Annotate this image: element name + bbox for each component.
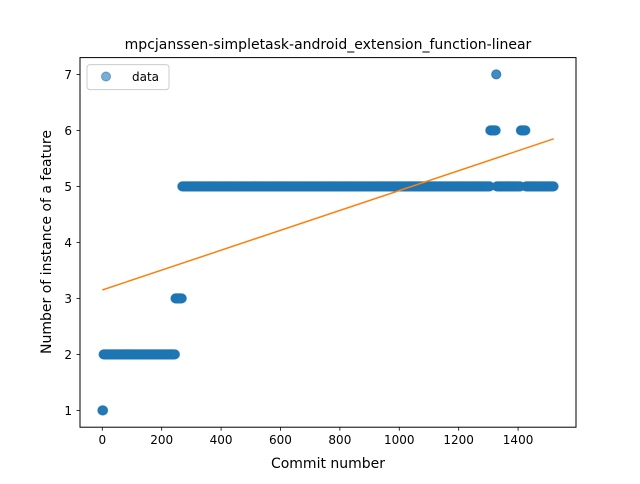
data-point [548,181,559,192]
x-tick-label: 800 [328,433,351,447]
fit-line-layer [102,138,554,291]
legend-marker-data [101,71,111,82]
y-tick-label: 1 [64,404,72,418]
y-tick-label: 7 [64,68,72,82]
legend: data [86,64,170,91]
y-tick-label: 6 [64,124,72,138]
data-point [170,349,181,360]
y-tick-label: 2 [64,348,72,362]
x-tick-label: 400 [210,433,233,447]
x-tick-label: 600 [269,433,292,447]
y-tick-label: 4 [64,236,72,250]
y-tick-label: 3 [64,292,72,306]
data-point [491,69,502,80]
x-axis-ticks: 0 200 400 600 800 1000 1200 1400 [98,427,533,447]
y-axis-ticks: 1 2 3 4 5 6 7 [64,68,80,418]
data-point [98,405,109,416]
legend-label-data: data [132,70,159,84]
legend-box [86,64,170,91]
data-point [176,293,187,304]
fit-line [102,138,554,291]
x-tick-label: 200 [150,433,173,447]
x-tick-label: 0 [98,433,106,447]
y-axis-label: Number of instance of a feature [39,130,55,354]
data-point [490,125,501,136]
chart-title: mpcjanssen-simpletask-android_extension_… [125,37,532,53]
x-tick-label: 1400 [503,433,534,447]
data-point [520,125,531,136]
y-tick-label: 5 [64,180,72,194]
x-tick-label: 1000 [384,433,415,447]
x-axis-label: Commit number [271,456,385,472]
x-tick-label: 1200 [443,433,474,447]
